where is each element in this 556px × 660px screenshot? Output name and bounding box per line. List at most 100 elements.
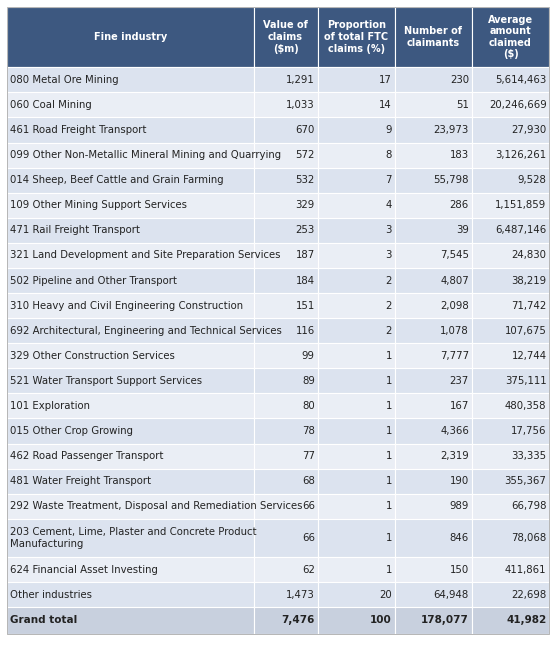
Text: 12,744: 12,744 [512, 350, 547, 361]
Text: 187: 187 [296, 250, 315, 261]
Text: 2,098: 2,098 [440, 300, 469, 311]
Text: 286: 286 [450, 200, 469, 211]
Text: Grand total: Grand total [10, 615, 77, 626]
Text: 2: 2 [385, 325, 392, 336]
Text: 471 Rail Freight Transport: 471 Rail Freight Transport [10, 225, 140, 236]
Text: 060 Coal Mining: 060 Coal Mining [10, 100, 92, 110]
Text: 080 Metal Ore Mining: 080 Metal Ore Mining [10, 75, 118, 85]
Text: 107,675: 107,675 [505, 325, 547, 336]
Text: 532: 532 [296, 175, 315, 185]
Text: 7: 7 [385, 175, 392, 185]
Text: 68: 68 [302, 476, 315, 486]
Text: 014 Sheep, Beef Cattle and Grain Farming: 014 Sheep, Beef Cattle and Grain Farming [10, 175, 224, 185]
Text: 1,151,859: 1,151,859 [495, 200, 547, 211]
Text: 151: 151 [296, 300, 315, 311]
Text: 1: 1 [385, 401, 392, 411]
Text: 41,982: 41,982 [507, 615, 547, 626]
Text: 150: 150 [450, 564, 469, 575]
Text: 9: 9 [385, 125, 392, 135]
Text: 66,798: 66,798 [511, 501, 547, 512]
Text: 78,068: 78,068 [512, 533, 547, 543]
Text: 89: 89 [302, 376, 315, 386]
Text: 1: 1 [385, 501, 392, 512]
Text: 39: 39 [456, 225, 469, 236]
Text: 167: 167 [450, 401, 469, 411]
Text: 116: 116 [296, 325, 315, 336]
Text: 101 Exploration: 101 Exploration [10, 401, 90, 411]
Text: 17: 17 [379, 75, 392, 85]
Text: 230: 230 [450, 75, 469, 85]
Text: 1,033: 1,033 [286, 100, 315, 110]
Text: 461 Road Freight Transport: 461 Road Freight Transport [10, 125, 147, 135]
Text: 4: 4 [385, 200, 392, 211]
Text: 2: 2 [385, 300, 392, 311]
Text: 23,973: 23,973 [434, 125, 469, 135]
Text: 80: 80 [302, 401, 315, 411]
Text: 184: 184 [296, 275, 315, 286]
Text: Fine industry: Fine industry [93, 32, 167, 42]
Text: 502 Pipeline and Other Transport: 502 Pipeline and Other Transport [10, 275, 177, 286]
Text: 1: 1 [385, 564, 392, 575]
Text: 17,756: 17,756 [511, 426, 547, 436]
Text: 3: 3 [385, 250, 392, 261]
Text: 27,930: 27,930 [512, 125, 547, 135]
Text: 1,473: 1,473 [286, 589, 315, 600]
Text: 62: 62 [302, 564, 315, 575]
Text: 321 Land Development and Site Preparation Services: 321 Land Development and Site Preparatio… [10, 250, 281, 261]
Text: 4,807: 4,807 [440, 275, 469, 286]
Text: 989: 989 [450, 501, 469, 512]
Text: 178,077: 178,077 [421, 615, 469, 626]
Text: 203 Cement, Lime, Plaster and Concrete Product
Manufacturing: 203 Cement, Lime, Plaster and Concrete P… [10, 527, 257, 548]
Text: 1,291: 1,291 [286, 75, 315, 85]
Text: 6,487,146: 6,487,146 [495, 225, 547, 236]
Text: 480,358: 480,358 [505, 401, 547, 411]
Text: 3,126,261: 3,126,261 [495, 150, 547, 160]
Text: Average
amount
claimed
($): Average amount claimed ($) [488, 15, 533, 59]
Text: 670: 670 [295, 125, 315, 135]
Text: 1: 1 [385, 533, 392, 543]
Text: 1: 1 [385, 376, 392, 386]
Text: 846: 846 [450, 533, 469, 543]
Text: 77: 77 [302, 451, 315, 461]
Text: 14: 14 [379, 100, 392, 110]
Text: 237: 237 [450, 376, 469, 386]
Text: 099 Other Non-Metallic Mineral Mining and Quarrying: 099 Other Non-Metallic Mineral Mining an… [10, 150, 281, 160]
Text: 55,798: 55,798 [434, 175, 469, 185]
Text: 2,319: 2,319 [440, 451, 469, 461]
Text: 8: 8 [385, 150, 392, 160]
Text: Other industries: Other industries [10, 589, 92, 600]
Text: 1: 1 [385, 451, 392, 461]
Text: 109 Other Mining Support Services: 109 Other Mining Support Services [10, 200, 187, 211]
Text: 66: 66 [302, 533, 315, 543]
Text: 572: 572 [295, 150, 315, 160]
Text: 190: 190 [450, 476, 469, 486]
Text: 20,246,669: 20,246,669 [489, 100, 547, 110]
Text: 253: 253 [296, 225, 315, 236]
Text: 78: 78 [302, 426, 315, 436]
Text: 015 Other Crop Growing: 015 Other Crop Growing [10, 426, 133, 436]
Text: 24,830: 24,830 [512, 250, 547, 261]
Text: 22,698: 22,698 [512, 589, 547, 600]
Text: 66: 66 [302, 501, 315, 512]
Text: 4,366: 4,366 [440, 426, 469, 436]
Text: Number of
claimants: Number of claimants [404, 26, 462, 48]
Text: 7,545: 7,545 [440, 250, 469, 261]
Text: 20: 20 [379, 589, 392, 600]
Text: 7,777: 7,777 [440, 350, 469, 361]
Text: 1: 1 [385, 350, 392, 361]
Text: 521 Water Transport Support Services: 521 Water Transport Support Services [10, 376, 202, 386]
Text: 462 Road Passenger Transport: 462 Road Passenger Transport [10, 451, 163, 461]
Text: 1,078: 1,078 [440, 325, 469, 336]
Text: 64,948: 64,948 [434, 589, 469, 600]
Text: 329 Other Construction Services: 329 Other Construction Services [10, 350, 175, 361]
Text: 33,335: 33,335 [512, 451, 547, 461]
Text: 624 Financial Asset Investing: 624 Financial Asset Investing [10, 564, 158, 575]
Text: 375,111: 375,111 [505, 376, 547, 386]
Text: 411,861: 411,861 [505, 564, 547, 575]
Text: 355,367: 355,367 [505, 476, 547, 486]
Text: Proportion
of total FTC
claims (%): Proportion of total FTC claims (%) [324, 20, 388, 53]
Text: 3: 3 [385, 225, 392, 236]
Text: 9,528: 9,528 [518, 175, 547, 185]
Text: 329: 329 [296, 200, 315, 211]
Text: 38,219: 38,219 [512, 275, 547, 286]
